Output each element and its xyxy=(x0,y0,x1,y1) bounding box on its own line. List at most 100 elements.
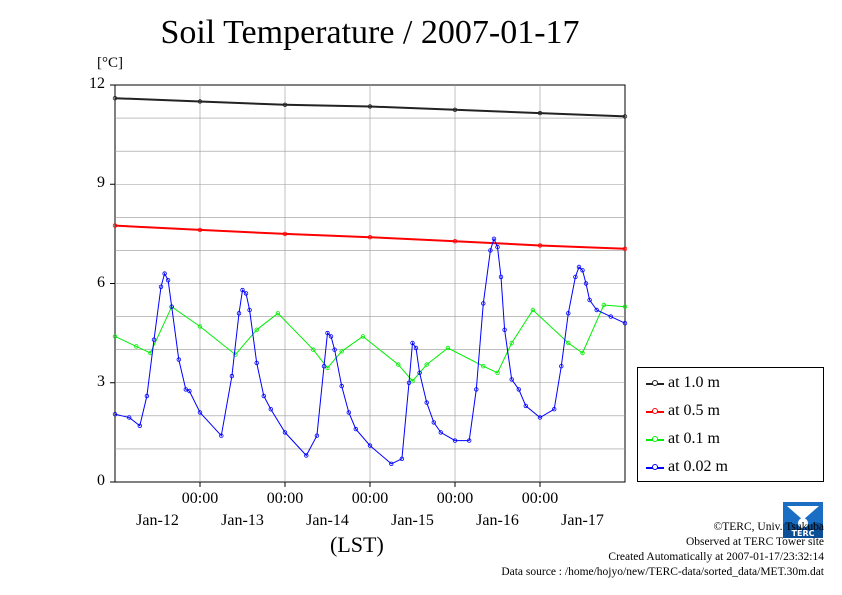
data-point xyxy=(339,383,344,389)
series-line xyxy=(114,97,626,118)
data-point xyxy=(622,321,628,326)
data-point xyxy=(438,430,443,435)
x-tick-time-label: 00:00 xyxy=(181,490,219,507)
x-tick-time-label: 00:00 xyxy=(436,490,474,507)
data-point xyxy=(162,271,167,276)
data-point xyxy=(254,327,259,332)
data-point xyxy=(187,388,192,394)
data-point xyxy=(622,246,628,251)
data-source-text: Data source : /home/hojyo/new/TERC-data/… xyxy=(501,566,824,578)
data-point xyxy=(491,236,497,241)
legend-item: at 0.02 m xyxy=(638,454,823,482)
logo-text: TERC xyxy=(792,529,815,538)
data-point xyxy=(254,360,259,366)
data-point xyxy=(261,393,266,399)
data-point xyxy=(367,234,373,240)
data-point xyxy=(424,362,429,367)
data-point xyxy=(219,433,224,438)
data-point xyxy=(275,311,281,316)
chart-legend: at 1.0 m at 0.5 m at 0.1 m at 0.02 m xyxy=(637,367,824,482)
data-point xyxy=(452,107,458,112)
legend-swatch-marker xyxy=(652,436,658,442)
data-point xyxy=(325,365,330,371)
data-point xyxy=(509,377,514,382)
data-point xyxy=(158,284,164,289)
data-point xyxy=(417,370,422,375)
data-point xyxy=(530,307,536,313)
data-point xyxy=(389,461,394,466)
y-tick-label: 9 xyxy=(97,174,105,192)
data-point xyxy=(580,268,585,273)
series-at-0-02-m xyxy=(112,236,628,466)
data-point xyxy=(282,231,288,237)
data-point xyxy=(410,378,415,384)
data-point xyxy=(498,274,504,280)
y-axis-unit: [°C] xyxy=(97,55,123,71)
legend-item: at 0.5 m xyxy=(638,398,823,426)
data-point xyxy=(452,238,458,244)
data-point xyxy=(137,423,142,428)
data-point xyxy=(332,347,337,352)
data-point xyxy=(197,99,203,104)
copyright-text: ©TERC, Univ. Tsukuba xyxy=(713,521,824,533)
series-line xyxy=(114,237,626,465)
data-point xyxy=(583,281,589,286)
data-point xyxy=(243,291,249,296)
data-point xyxy=(523,403,528,409)
terc-logo-icon: TERC xyxy=(783,502,823,538)
legend-swatch-marker xyxy=(652,464,658,470)
data-point xyxy=(396,362,401,367)
data-point xyxy=(516,387,521,392)
data-point xyxy=(367,443,373,448)
data-point xyxy=(608,314,613,319)
data-point xyxy=(452,438,458,443)
data-point xyxy=(321,364,327,369)
data-point xyxy=(537,415,543,420)
legend-item: at 0.1 m xyxy=(638,426,823,454)
x-tick-time-label: 00:00 xyxy=(351,490,389,507)
observed-text: Observed at TERC Tower site xyxy=(685,536,824,548)
x-tick-time-label: 00:00 xyxy=(266,490,304,507)
legend-swatch-marker xyxy=(652,380,658,386)
data-point xyxy=(367,104,373,109)
data-point xyxy=(236,311,242,316)
data-point xyxy=(413,345,419,351)
data-point xyxy=(481,364,486,369)
data-point xyxy=(445,345,451,351)
y-tick-label: 0 xyxy=(97,472,105,489)
data-point xyxy=(594,307,599,313)
data-point xyxy=(537,243,543,248)
data-point xyxy=(580,350,585,356)
data-point xyxy=(509,340,514,346)
data-point xyxy=(353,426,358,432)
x-axis-label: (LST) xyxy=(330,532,384,557)
data-point xyxy=(112,412,118,417)
x-date-label: Jan-13 xyxy=(221,512,264,529)
data-point xyxy=(537,110,543,116)
data-point xyxy=(325,330,330,336)
data-point xyxy=(282,102,288,107)
data-point xyxy=(134,344,139,349)
data-point xyxy=(622,304,628,309)
data-point xyxy=(573,274,578,280)
data-point xyxy=(183,387,188,392)
data-point xyxy=(410,340,415,346)
data-point xyxy=(339,349,344,354)
data-point xyxy=(233,352,238,357)
x-date-label: Jan-17 xyxy=(561,512,604,529)
y-tick-label: 6 xyxy=(97,273,105,291)
data-point xyxy=(311,347,316,352)
data-point xyxy=(495,370,500,375)
legend-swatch-marker xyxy=(652,408,658,414)
data-point xyxy=(112,334,118,339)
series-at-1-0-m xyxy=(112,95,628,119)
data-point xyxy=(268,407,273,412)
data-point xyxy=(495,244,500,250)
data-point xyxy=(229,373,235,379)
series-at-0-5-m xyxy=(112,223,628,251)
data-point xyxy=(169,304,174,309)
data-point xyxy=(314,433,320,438)
data-point xyxy=(601,302,606,308)
data-point xyxy=(559,364,564,369)
data-point xyxy=(502,327,507,332)
